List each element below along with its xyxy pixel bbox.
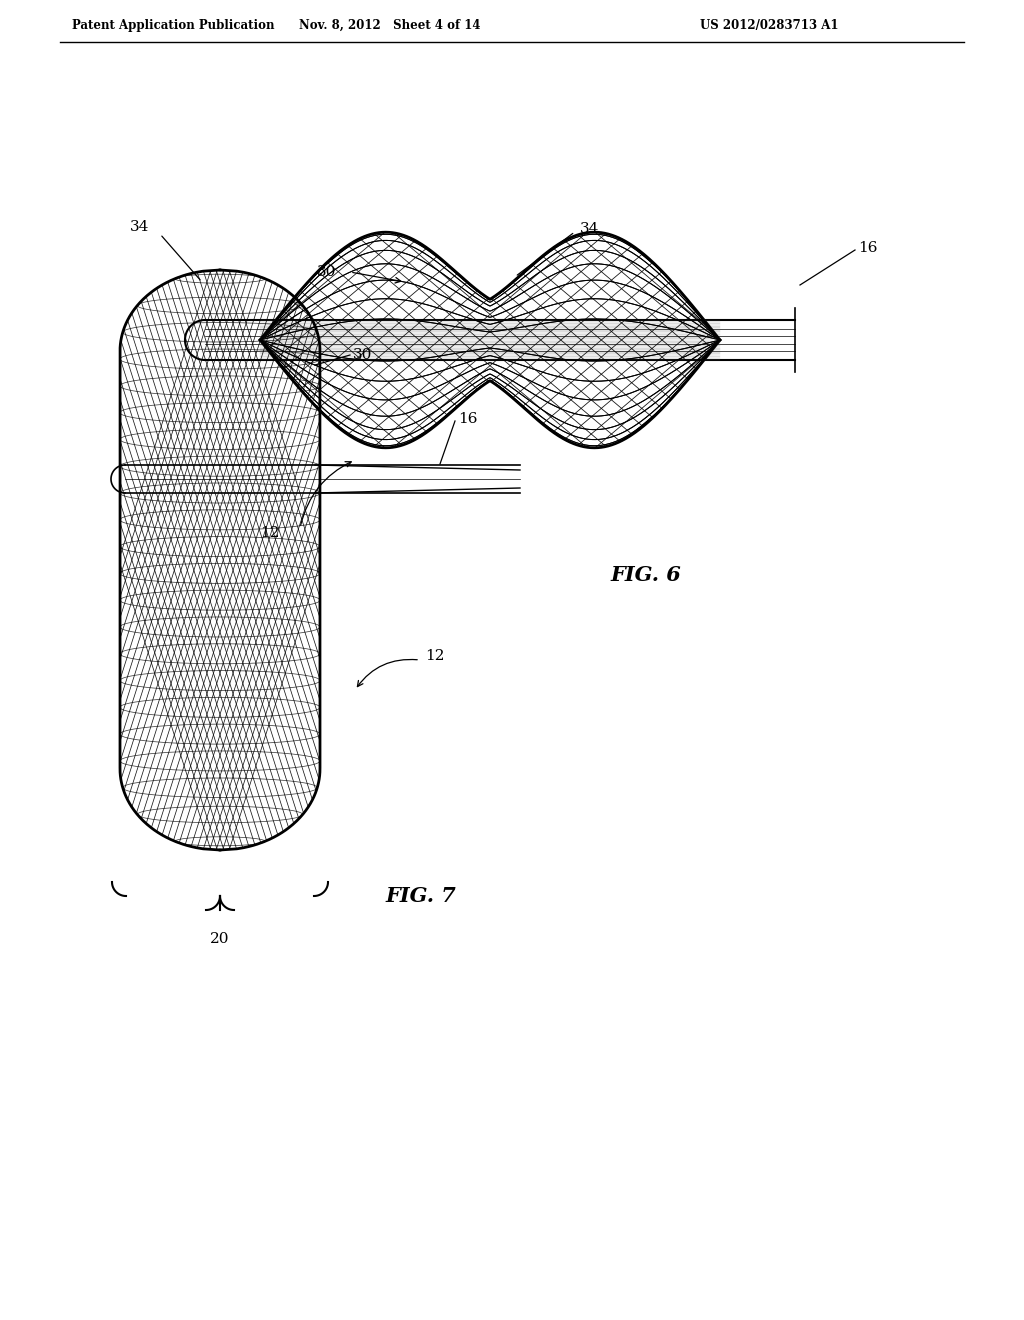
- Text: 12: 12: [260, 525, 280, 540]
- Text: 30: 30: [353, 348, 373, 362]
- Text: 16: 16: [458, 412, 477, 426]
- Text: 20: 20: [210, 932, 229, 946]
- Text: FIG. 6: FIG. 6: [610, 565, 681, 585]
- Text: 30: 30: [317, 265, 336, 279]
- Text: 34: 34: [580, 222, 599, 236]
- Text: 12: 12: [425, 649, 444, 663]
- Text: Patent Application Publication: Patent Application Publication: [72, 18, 274, 32]
- Text: US 2012/0283713 A1: US 2012/0283713 A1: [700, 18, 839, 32]
- Text: FIG. 7: FIG. 7: [385, 886, 456, 906]
- Text: 34: 34: [130, 220, 150, 234]
- Text: 16: 16: [858, 242, 878, 255]
- Text: Nov. 8, 2012   Sheet 4 of 14: Nov. 8, 2012 Sheet 4 of 14: [299, 18, 480, 32]
